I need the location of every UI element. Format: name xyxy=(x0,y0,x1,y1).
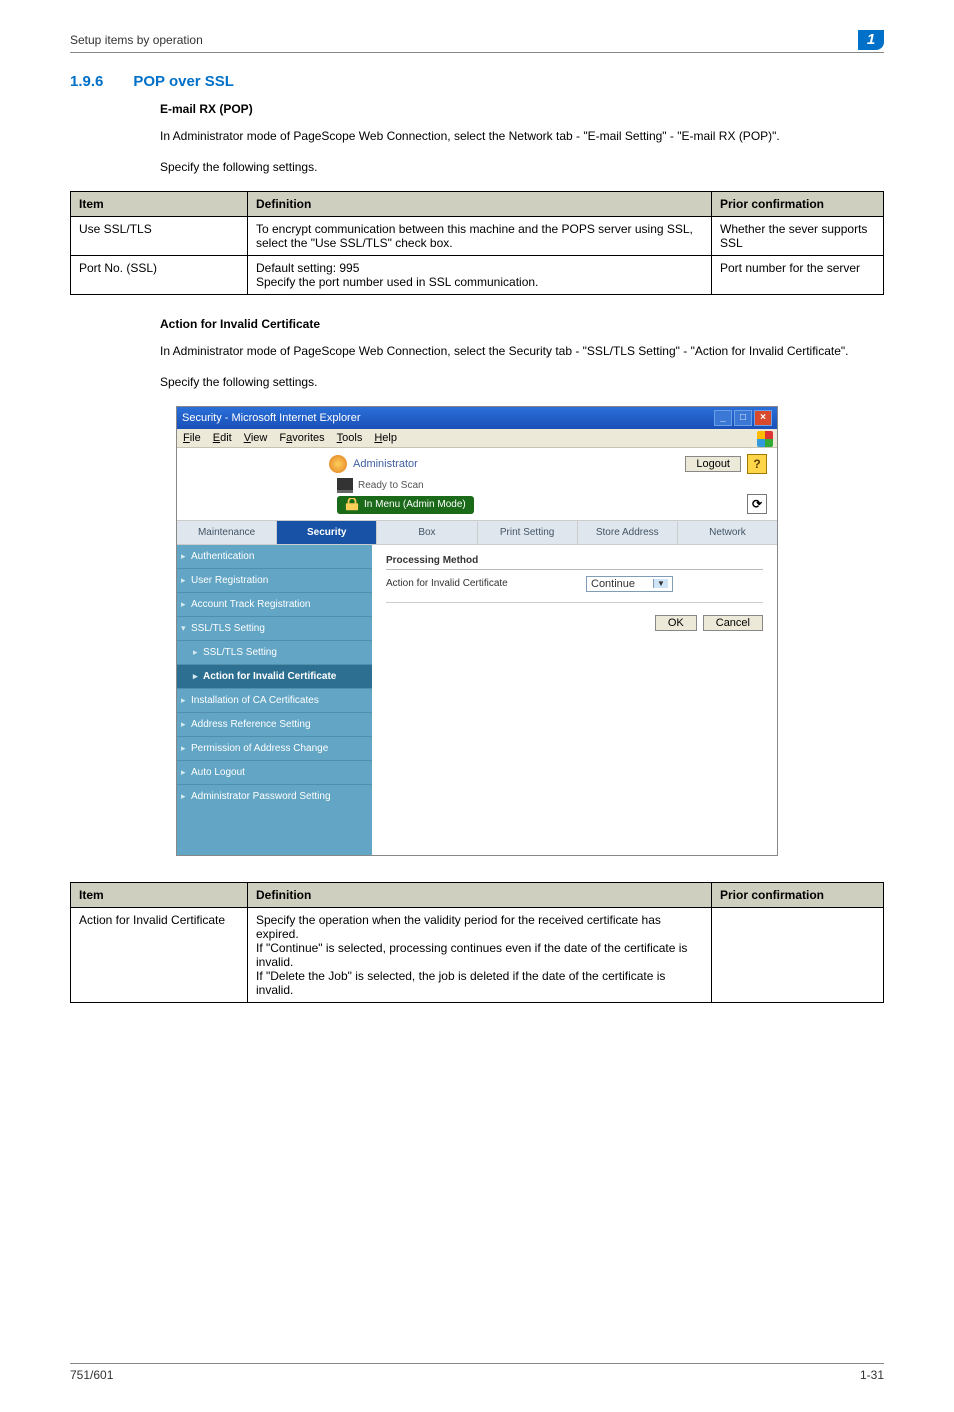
field-label: Action for Invalid Certificate xyxy=(386,578,576,589)
browser-window: Security - Microsoft Internet Explorer _… xyxy=(176,406,778,856)
sidebar-item-permission-address[interactable]: Permission of Address Change xyxy=(177,737,372,761)
menu-view[interactable]: View xyxy=(244,432,268,444)
t1-r1-def: Default setting: 995 Specify the port nu… xyxy=(248,255,712,294)
select-value: Continue xyxy=(591,578,635,590)
menu-favorites[interactable]: Favorites xyxy=(279,432,324,444)
table-row: Port No. (SSL) Default setting: 995 Spec… xyxy=(71,255,884,294)
footer-page: 1-31 xyxy=(860,1368,884,1382)
page-footer: 751/601 1-31 xyxy=(70,1363,884,1382)
body-text-2b: Specify the following settings. xyxy=(160,374,884,391)
side-nav: Authentication User Registration Account… xyxy=(177,545,372,855)
refresh-icon[interactable]: ⟳ xyxy=(747,494,767,514)
table-row: Action for Invalid Certificate Specify t… xyxy=(71,907,884,1002)
t2-head-item: Item xyxy=(71,882,248,907)
t1-head-item: Item xyxy=(71,191,248,216)
panel-heading: Processing Method xyxy=(386,555,763,570)
sidebar-item-account-track[interactable]: Account Track Registration xyxy=(177,593,372,617)
t1-r1-prior: Port number for the server xyxy=(712,255,884,294)
table-row: Use SSL/TLS To encrypt communication bet… xyxy=(71,216,884,255)
table-2: Item Definition Prior confirmation Actio… xyxy=(70,882,884,1003)
maximize-button[interactable]: □ xyxy=(734,410,752,426)
panel-divider xyxy=(386,602,763,603)
logout-button[interactable]: Logout xyxy=(685,456,741,472)
close-button[interactable]: × xyxy=(754,410,772,426)
sidebar-item-user-registration[interactable]: User Registration xyxy=(177,569,372,593)
administrator-text: Administrator xyxy=(353,458,418,470)
browser-menubar: File Edit View Favorites Tools Help xyxy=(177,429,777,448)
window-title: Security - Microsoft Internet Explorer xyxy=(182,412,361,424)
tab-box[interactable]: Box xyxy=(377,521,477,544)
app-body: Authentication User Registration Account… xyxy=(177,545,777,855)
t2-r0-item: Action for Invalid Certificate xyxy=(71,907,248,1002)
main-tabs: Maintenance Security Box Print Setting S… xyxy=(177,520,777,545)
t2-r0-prior xyxy=(712,907,884,1002)
tab-maintenance[interactable]: Maintenance xyxy=(177,521,277,544)
body-text-1a: In Administrator mode of PageScope Web C… xyxy=(160,128,884,145)
header-rule xyxy=(70,52,884,53)
status-row: Ready to Scan In Menu (Admin Mode) ⟳ xyxy=(177,478,777,520)
sidebar-item-auto-logout[interactable]: Auto Logout xyxy=(177,761,372,785)
t2-head-def: Definition xyxy=(248,882,712,907)
sidebar-item-authentication[interactable]: Authentication xyxy=(177,545,372,569)
admin-mode-label: Administrator xyxy=(329,455,418,473)
field-row: Action for Invalid Certificate Continue … xyxy=(386,576,763,592)
mode-text: In Menu (Admin Mode) xyxy=(364,499,466,510)
menu-edit[interactable]: Edit xyxy=(213,432,232,444)
subheading-2: Action for Invalid Certificate xyxy=(160,317,884,331)
mode-indicator: In Menu (Admin Mode) xyxy=(337,496,474,514)
tab-store-address[interactable]: Store Address xyxy=(578,521,678,544)
subheading-1: E-mail RX (POP) xyxy=(160,102,884,116)
t1-r0-prior: Whether the sever supports SSL xyxy=(712,216,884,255)
body-text-1b: Specify the following settings. xyxy=(160,159,884,176)
table-1: Item Definition Prior confirmation Use S… xyxy=(70,191,884,295)
cancel-button[interactable]: Cancel xyxy=(703,615,763,631)
t2-r0-def: Specify the operation when the validity … xyxy=(248,907,712,1002)
t1-r0-def: To encrypt communication between this ma… xyxy=(248,216,712,255)
sidebar-item-ssl-tls-setting[interactable]: SSL/TLS Setting xyxy=(177,641,372,665)
printer-icon xyxy=(337,478,353,493)
section-heading: 1.9.6 POP over SSL xyxy=(70,73,884,90)
menu-file[interactable]: File xyxy=(183,432,201,444)
sidebar-item-address-reference[interactable]: Address Reference Setting xyxy=(177,713,372,737)
menu-tools[interactable]: Tools xyxy=(337,432,363,444)
minimize-button[interactable]: _ xyxy=(714,410,732,426)
t1-r1-item: Port No. (SSL) xyxy=(71,255,248,294)
main-panel: Processing Method Action for Invalid Cer… xyxy=(372,545,777,855)
chevron-down-icon: ▼ xyxy=(653,579,668,588)
section-title: POP over SSL xyxy=(133,73,234,90)
ready-text: Ready to Scan xyxy=(358,480,424,491)
t1-head-def: Definition xyxy=(248,191,712,216)
t2-head-prior: Prior confirmation xyxy=(712,882,884,907)
ie-flag-icon xyxy=(757,431,773,447)
sidebar-item-ca-certs[interactable]: Installation of CA Certificates xyxy=(177,689,372,713)
tab-network[interactable]: Network xyxy=(678,521,777,544)
help-icon[interactable]: ? xyxy=(747,454,767,474)
ok-button[interactable]: OK xyxy=(655,615,697,631)
sidebar-item-invalid-cert[interactable]: Action for Invalid Certificate xyxy=(177,665,372,689)
window-buttons: _ □ × xyxy=(714,410,772,426)
header-left: Setup items by operation xyxy=(70,33,203,47)
t1-head-prior: Prior confirmation xyxy=(712,191,884,216)
tab-security[interactable]: Security xyxy=(277,521,377,544)
chapter-number-badge: 1 xyxy=(858,30,884,50)
sidebar-item-ssl-tls[interactable]: SSL/TLS Setting xyxy=(177,617,372,641)
footer-model: 751/601 xyxy=(70,1368,113,1382)
action-select[interactable]: Continue ▼ xyxy=(586,576,673,592)
tab-print-setting[interactable]: Print Setting xyxy=(478,521,578,544)
section-number: 1.9.6 xyxy=(70,73,103,90)
administrator-icon xyxy=(329,455,347,473)
menu-help[interactable]: Help xyxy=(374,432,397,444)
app-top-bar: Administrator Logout ? xyxy=(177,448,777,478)
body-text-2a: In Administrator mode of PageScope Web C… xyxy=(160,343,884,360)
window-titlebar: Security - Microsoft Internet Explorer _… xyxy=(177,407,777,429)
sidebar-item-admin-password[interactable]: Administrator Password Setting xyxy=(177,785,372,808)
printer-status: Ready to Scan xyxy=(337,478,474,493)
t1-r0-item: Use SSL/TLS xyxy=(71,216,248,255)
